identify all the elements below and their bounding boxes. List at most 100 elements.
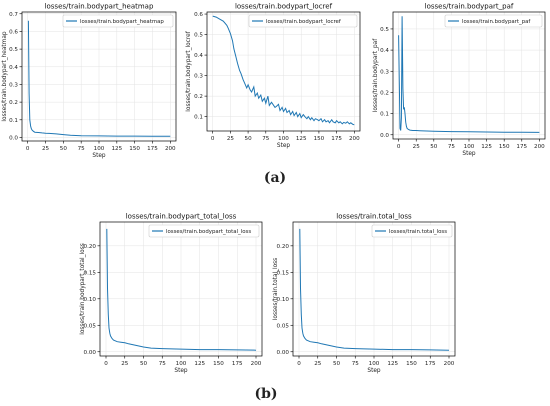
y-tick-label: 0.3 [194, 74, 203, 80]
y-tick-label: 0.5 [194, 33, 203, 39]
x-tick-label: 100 [278, 136, 289, 142]
y-tick-label: 0.5 [9, 47, 18, 53]
y-tick-label: 0.1 [194, 115, 203, 121]
y-tick-label: 0.05 [84, 323, 97, 329]
x-tick-label: 100 [94, 146, 105, 152]
x-tick-label: 125 [387, 361, 398, 367]
y-axis-label: losses/train.total_loss [273, 258, 279, 320]
series-line [27, 20, 171, 137]
x-tick-label: 75 [78, 146, 86, 152]
y-tick-label: 0.5 [380, 27, 389, 33]
x-tick-label: 75 [352, 361, 360, 367]
x-tick-label: 175 [232, 361, 243, 367]
x-tick-label: 75 [448, 144, 456, 150]
x-tick-label: 25 [413, 144, 421, 150]
x-tick-label: 150 [406, 361, 417, 367]
y-tick-label: 0.0 [380, 133, 389, 139]
x-tick-label: 200 [251, 361, 262, 367]
x-axis-label: Step [92, 153, 106, 159]
x-tick-label: 150 [499, 144, 510, 150]
legend-box [248, 14, 358, 28]
chart-title: losses/train.bodypart_locref [235, 3, 333, 11]
x-tick-label: 175 [147, 146, 158, 152]
x-tick-label: 100 [464, 144, 475, 150]
legend-box [371, 224, 453, 238]
chart-4: 0 25 50 75 100 125 150 175 200 0.00 0.05 0.10 0.15 0.… [80, 213, 263, 374]
y-axis-label: losses/train.bodypart_heatmap [2, 31, 8, 121]
x-tick-label: 175 [331, 136, 342, 142]
y-axis-label: losses/train.bodypart_total_loss [80, 243, 86, 335]
y-tick-label: 0.2 [380, 90, 389, 96]
y-tick-label: 0.1 [9, 118, 18, 124]
legend-label: losses/train.bodypart_heatmap [80, 19, 164, 25]
y-tick-label: 0.20 [277, 244, 290, 250]
x-tick-label: 150 [213, 361, 224, 367]
x-tick-label: 100 [176, 361, 187, 367]
x-tick-label: 175 [516, 144, 527, 150]
x-tick-label: 200 [349, 136, 360, 142]
y-tick-label: 0.10 [277, 297, 290, 303]
y-tick-label: 0.15 [277, 270, 290, 276]
legend-label: losses/train.bodypart_paf [462, 19, 530, 25]
x-tick-label: 200 [444, 361, 455, 367]
x-tick-label: 50 [333, 361, 341, 367]
x-tick-label: 25 [314, 361, 322, 367]
y-tick-label: 0.3 [9, 82, 18, 88]
y-tick-label: 0.00 [84, 350, 97, 356]
x-axis-label: Step [367, 368, 381, 374]
y-tick-label: 0.05 [277, 323, 290, 329]
y-axis-label: losses/train.bodypart_paf [373, 38, 379, 112]
x-tick-label: 0 [297, 361, 301, 367]
y-tick-label: 0.4 [9, 65, 18, 71]
caption-a: (a) [263, 170, 287, 186]
series-line [212, 15, 355, 126]
y-tick-label: 0.7 [9, 12, 18, 18]
y-tick-label: 0.0 [9, 135, 18, 141]
legend-label: losses/train.total_loss [389, 229, 447, 235]
y-tick-label: 0.3 [380, 69, 389, 75]
x-tick-label: 0 [211, 136, 215, 142]
chart-title: losses/train.bodypart_heatmap [45, 3, 154, 11]
y-tick-label: 0.10 [84, 297, 97, 303]
x-tick-label: 125 [296, 136, 307, 142]
caption-b: (b) [254, 386, 278, 402]
x-tick-label: 0 [104, 361, 108, 367]
y-axis-label: losses/train.bodypart_locref [186, 30, 192, 111]
y-tick-label: 0.15 [84, 270, 97, 276]
x-tick-label: 150 [314, 136, 325, 142]
chart-5: 0 25 50 75 100 125 150 175 200 0.00 0.05 0.10 0.15 0.… [273, 213, 456, 374]
x-tick-label: 150 [129, 146, 140, 152]
y-tick-label: 0.2 [194, 94, 203, 100]
y-tick-label: 0.6 [9, 29, 18, 35]
y-tick-label: 0.1 [380, 112, 389, 118]
legend-box [444, 14, 543, 28]
y-tick-label: 0.4 [194, 53, 203, 59]
x-tick-label: 125 [481, 144, 492, 150]
chart-1: 0 25 50 75 100 125 150 175 200 0.0 0.1 0.2 0.3 0.4 0.5… [2, 3, 177, 159]
y-tick-label: 0.6 [194, 12, 203, 18]
x-tick-label: 25 [42, 146, 50, 152]
chart-3: 0 25 50 75 100 125 150 175 200 0.0 0.1 0.2 0.3 0.4 0.5… [373, 3, 546, 157]
legend-label: losses/train.bodypart_locref [266, 19, 341, 25]
chart-title: losses/train.bodypart_paf [425, 3, 514, 11]
chart-title: losses/train.total_loss [336, 213, 412, 221]
x-tick-label: 25 [227, 136, 235, 142]
x-axis-label: Step [462, 151, 476, 157]
series-line [398, 16, 540, 133]
x-tick-label: 0 [26, 146, 30, 152]
x-tick-label: 75 [262, 136, 270, 142]
x-tick-label: 125 [111, 146, 122, 152]
x-axis-label: Step [277, 143, 291, 149]
y-tick-label: 0.00 [277, 350, 290, 356]
legend-label: losses/train.bodypart_total_loss [166, 229, 251, 235]
series-line [106, 228, 257, 351]
chart-title: losses/train.bodypart_total_loss [126, 213, 237, 221]
legend-box [62, 14, 174, 28]
legend-box [148, 224, 260, 238]
chart-2: 0 25 50 75 100 125 150 175 200 0.1 0.2 0.3 0.4 0.5 0.6… [186, 3, 361, 149]
x-tick-label: 75 [159, 361, 167, 367]
x-tick-label: 125 [194, 361, 205, 367]
x-tick-label: 175 [425, 361, 436, 367]
series-line [299, 228, 450, 351]
